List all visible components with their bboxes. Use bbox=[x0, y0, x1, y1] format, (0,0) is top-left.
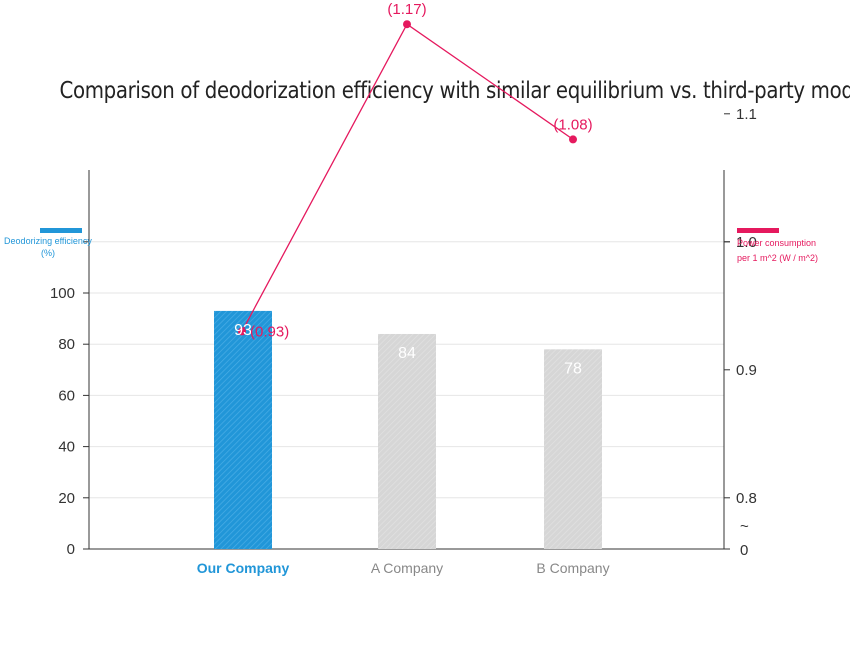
bar-b-company bbox=[544, 349, 602, 549]
power-consumption-point bbox=[238, 327, 246, 336]
bar-our-company bbox=[214, 310, 272, 549]
power-consumption-label: (0.93) bbox=[250, 323, 289, 340]
chart-title: Comparison of deodorization efficiency w… bbox=[59, 78, 850, 104]
right-axis-tick-label: 1.0 bbox=[736, 234, 757, 251]
left-axis-tick-label: 40 bbox=[58, 439, 75, 456]
power-consumption-point bbox=[569, 135, 577, 144]
bar-value-label: 78 bbox=[564, 360, 582, 377]
power-consumption-line bbox=[241, 23, 574, 332]
right-axis-tick-label: 0.9 bbox=[736, 362, 757, 379]
right-axis-tick-label: 1.1 bbox=[736, 106, 757, 123]
right-axis-zero-label: 0 bbox=[740, 542, 748, 559]
power-consumption-point bbox=[403, 20, 411, 29]
right-axis-unit: per 1 m^2 (W / m^2) bbox=[737, 253, 818, 263]
left-axis-tick-label: 80 bbox=[58, 336, 75, 353]
left-axis-tick-label: 0 bbox=[67, 541, 75, 558]
right-legend-swatch bbox=[737, 228, 779, 233]
category-label: B Company bbox=[536, 560, 609, 576]
bar-a-company bbox=[378, 333, 436, 549]
right-axis-break-symbol: ~ bbox=[740, 518, 749, 535]
left-axis-tick-label: 60 bbox=[58, 387, 75, 404]
left-axis-unit: (%) bbox=[41, 248, 55, 258]
category-label: A Company bbox=[371, 560, 443, 576]
left-legend-swatch bbox=[40, 228, 82, 233]
left-axis-tick-label: 20 bbox=[58, 490, 75, 507]
right-axis-tick-label: 0.8 bbox=[736, 490, 757, 507]
left-axis-label: Deodorizing efficiency bbox=[4, 236, 92, 246]
power-consumption-label: (1.08) bbox=[553, 116, 592, 133]
right-axis-label: Power consumption bbox=[737, 238, 816, 248]
bar-value-label: 84 bbox=[398, 345, 416, 362]
power-consumption-label: (1.17) bbox=[387, 1, 426, 18]
category-label: Our Company bbox=[197, 560, 290, 576]
left-axis-tick-label: 100 bbox=[50, 285, 75, 302]
bar-value-label: 93 bbox=[234, 322, 252, 339]
